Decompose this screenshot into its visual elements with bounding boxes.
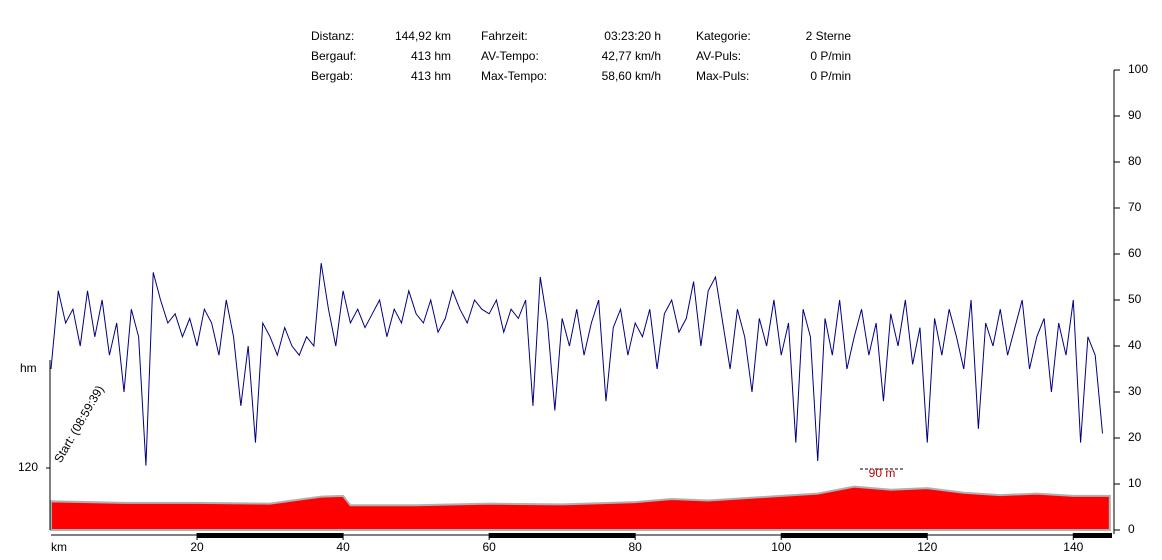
y-tick-label: 100	[1128, 62, 1148, 76]
scale-band	[1073, 533, 1112, 538]
y-tick-label: 20	[1128, 430, 1142, 444]
x-tick-label: 100	[771, 540, 791, 554]
x-tick-label: 60	[482, 540, 496, 554]
y-tick-label: 60	[1128, 246, 1142, 260]
stat-text: AV-Tempo:	[481, 49, 539, 63]
scale-band	[197, 533, 344, 538]
x-axis-label: km	[51, 540, 67, 554]
y-tick-label: 70	[1128, 200, 1142, 214]
start-annotation: Start: (08:59:39)	[51, 383, 106, 465]
y2-tick-label: 120	[18, 460, 38, 474]
y-tick-label: 40	[1128, 338, 1142, 352]
stat-text: Max-Tempo:	[481, 69, 547, 83]
x-tick-label: 140	[1063, 540, 1083, 554]
scale-band	[489, 533, 636, 538]
y-tick-label: 80	[1128, 154, 1142, 168]
stat-text: 144,92 km	[395, 29, 451, 43]
x-tick-label: 20	[190, 540, 204, 554]
max-annotation: 90 m	[869, 466, 896, 480]
stat-text: 42,77 km/h	[602, 49, 661, 63]
y-tick-label: 10	[1128, 476, 1142, 490]
x-tick-label: 120	[917, 540, 937, 554]
y-tick-label: 30	[1128, 384, 1142, 398]
y-tick-label: 0	[1128, 522, 1135, 536]
stat-text: 58,60 km/h	[602, 69, 661, 83]
stat-text: Distanz:	[311, 29, 354, 43]
x-tick-label: 40	[336, 540, 350, 554]
y2-axis-label: hm	[20, 361, 37, 375]
x-tick-label: 80	[628, 540, 642, 554]
stat-text: Kategorie:	[696, 29, 751, 43]
stat-text: 0 P/min	[810, 49, 851, 63]
speed-line	[50, 263, 1104, 466]
stat-text: 03:23:20 h	[604, 29, 661, 43]
stat-text: 413 hm	[411, 69, 451, 83]
y-tick-label: 50	[1128, 292, 1142, 306]
stat-text: Fahrzeit:	[481, 29, 528, 43]
y-tick-label: 90	[1128, 108, 1142, 122]
stat-text: Bergauf:	[311, 49, 356, 63]
stat-text: 413 hm	[411, 49, 451, 63]
stat-text: AV-Puls:	[696, 49, 741, 63]
stat-text: Bergab:	[311, 69, 353, 83]
elevation-area	[50, 485, 1111, 531]
scale-band	[781, 533, 928, 538]
stat-text: 0 P/min	[810, 69, 851, 83]
stat-text: Max-Puls:	[696, 69, 749, 83]
stat-text: 2 Sterne	[806, 29, 852, 43]
